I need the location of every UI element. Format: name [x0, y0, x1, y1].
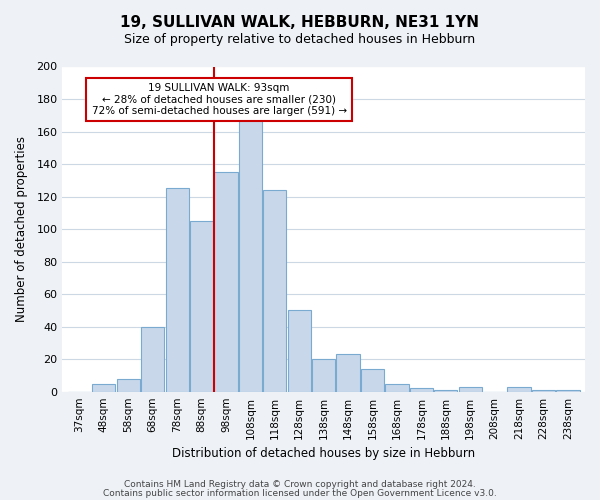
Bar [287, 310, 311, 392]
Bar [214, 172, 238, 392]
Y-axis label: Number of detached properties: Number of detached properties [15, 136, 28, 322]
Bar [263, 190, 286, 392]
Text: 19, SULLIVAN WALK, HEBBURN, NE31 1YN: 19, SULLIVAN WALK, HEBBURN, NE31 1YN [121, 15, 479, 30]
X-axis label: Distribution of detached houses by size in Hebburn: Distribution of detached houses by size … [172, 447, 475, 460]
Bar [312, 359, 335, 392]
Bar [141, 326, 164, 392]
Bar [239, 120, 262, 392]
Bar [556, 390, 580, 392]
Bar [190, 221, 213, 392]
Bar [361, 369, 384, 392]
Text: Contains public sector information licensed under the Open Government Licence v3: Contains public sector information licen… [103, 488, 497, 498]
Bar [458, 387, 482, 392]
Bar [92, 384, 115, 392]
Text: Size of property relative to detached houses in Hebburn: Size of property relative to detached ho… [124, 32, 476, 46]
Text: Contains HM Land Registry data © Crown copyright and database right 2024.: Contains HM Land Registry data © Crown c… [124, 480, 476, 489]
Bar [385, 384, 409, 392]
Text: 19 SULLIVAN WALK: 93sqm
← 28% of detached houses are smaller (230)
72% of semi-d: 19 SULLIVAN WALK: 93sqm ← 28% of detache… [92, 83, 347, 116]
Bar [508, 387, 530, 392]
Bar [166, 188, 189, 392]
Bar [532, 390, 555, 392]
Bar [410, 388, 433, 392]
Bar [116, 378, 140, 392]
Bar [434, 390, 457, 392]
Bar [337, 354, 359, 392]
